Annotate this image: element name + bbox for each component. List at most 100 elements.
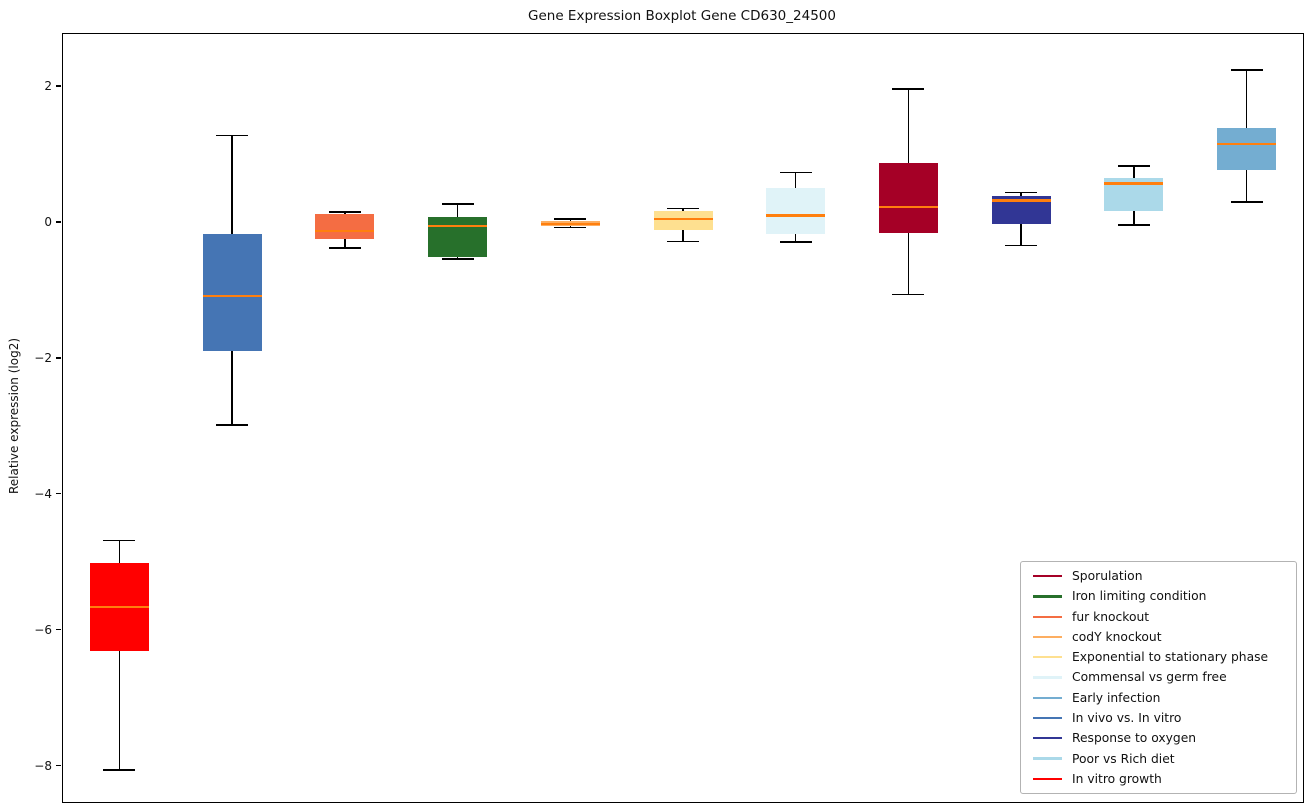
box bbox=[315, 214, 375, 239]
legend-item: Poor vs Rich diet bbox=[1029, 748, 1288, 768]
whisker-upper bbox=[569, 218, 572, 221]
y-tick-label: −8 bbox=[34, 758, 52, 773]
whisker-cap-bottom bbox=[667, 240, 699, 243]
whisker-lower bbox=[907, 233, 910, 295]
y-tick-mark bbox=[56, 765, 61, 767]
whisker-lower bbox=[231, 350, 233, 425]
legend-label: Response to oxygen bbox=[1072, 731, 1197, 746]
legend-swatch bbox=[1033, 716, 1062, 720]
whisker-upper bbox=[682, 208, 684, 212]
median-line bbox=[878, 205, 938, 208]
legend-item: Response to oxygen bbox=[1029, 728, 1288, 748]
whisker-cap-bottom bbox=[1005, 244, 1038, 247]
whisker-cap-top bbox=[892, 88, 925, 90]
whisker-cap-top bbox=[328, 211, 361, 213]
chart-title: Gene Expression Boxplot Gene CD630_24500 bbox=[528, 8, 836, 24]
whisker-cap-bottom bbox=[554, 226, 587, 229]
box bbox=[653, 211, 713, 231]
y-tick-mark bbox=[56, 629, 61, 631]
whisker-upper bbox=[344, 212, 346, 215]
whisker-upper bbox=[231, 135, 233, 235]
whisker-lower bbox=[794, 233, 797, 242]
median-line bbox=[991, 199, 1051, 202]
median-line bbox=[1104, 182, 1164, 185]
box bbox=[878, 163, 938, 234]
y-tick-mark bbox=[56, 493, 61, 495]
legend-swatch bbox=[1033, 757, 1062, 760]
y-tick-label: −6 bbox=[34, 622, 52, 637]
whisker-upper bbox=[907, 89, 910, 164]
whisker-cap-top bbox=[1230, 69, 1263, 71]
box bbox=[202, 234, 262, 351]
median-line bbox=[766, 214, 826, 217]
y-tick-label: −4 bbox=[34, 486, 52, 501]
median-line bbox=[89, 605, 149, 609]
y-tick-label: 2 bbox=[44, 79, 52, 93]
whisker-cap-top bbox=[779, 171, 812, 174]
median-line bbox=[540, 222, 600, 225]
whisker-cap-top bbox=[216, 134, 249, 137]
whisker-cap-bottom bbox=[1230, 201, 1263, 203]
whisker-cap-top bbox=[554, 218, 587, 220]
legend-label: In vivo vs. In vitro bbox=[1072, 711, 1182, 726]
whisker-upper bbox=[456, 203, 459, 217]
whisker-cap-top bbox=[103, 539, 136, 542]
median-line bbox=[653, 217, 713, 220]
legend-item: In vivo vs. In vitro bbox=[1029, 708, 1288, 728]
median-line bbox=[428, 224, 488, 227]
median-line bbox=[1217, 143, 1277, 146]
whisker-upper bbox=[1020, 192, 1022, 196]
legend-swatch bbox=[1033, 737, 1062, 740]
box bbox=[1217, 127, 1277, 170]
whisker-lower bbox=[1020, 223, 1022, 246]
legend-item: Early infection bbox=[1029, 688, 1288, 708]
whisker-lower bbox=[1245, 169, 1248, 202]
whisker-cap-top bbox=[441, 203, 474, 205]
whisker-cap-top bbox=[1005, 191, 1038, 194]
whisker-cap-top bbox=[1117, 165, 1150, 167]
legend-item: codY knockout bbox=[1029, 627, 1288, 647]
whisker-cap-bottom bbox=[779, 241, 812, 243]
whisker-upper bbox=[118, 540, 121, 563]
legend-item: Sporulation bbox=[1029, 566, 1288, 586]
box bbox=[428, 216, 488, 257]
y-tick-label: −2 bbox=[34, 350, 52, 365]
whisker-cap-bottom bbox=[216, 424, 249, 426]
y-tick-mark bbox=[56, 221, 61, 223]
whisker-cap-bottom bbox=[441, 258, 474, 260]
legend-item: In vitro growth bbox=[1029, 769, 1288, 789]
whisker-upper bbox=[1245, 70, 1248, 128]
box bbox=[766, 187, 826, 234]
whisker-upper bbox=[1133, 165, 1135, 179]
y-tick-label: 0 bbox=[44, 214, 52, 229]
whisker-cap-top bbox=[667, 207, 699, 210]
whisker-cap-bottom bbox=[103, 769, 136, 771]
legend-item: Iron limiting condition bbox=[1029, 586, 1288, 606]
whisker-cap-bottom bbox=[892, 293, 925, 296]
legend-label: fur knockout bbox=[1072, 609, 1150, 624]
legend-swatch bbox=[1033, 777, 1062, 781]
legend-label: Poor vs Rich diet bbox=[1072, 751, 1175, 766]
legend-item: Exponential to stationary phase bbox=[1029, 647, 1288, 667]
whisker-lower bbox=[344, 238, 346, 249]
median-line bbox=[202, 295, 262, 298]
legend-swatch bbox=[1033, 595, 1062, 598]
legend-label: Sporulation bbox=[1072, 569, 1143, 584]
legend-label: Commensal vs germ free bbox=[1072, 670, 1227, 685]
whisker-upper bbox=[794, 172, 797, 188]
whisker-cap-bottom bbox=[1117, 224, 1150, 226]
legend-swatch bbox=[1033, 676, 1062, 679]
legend-label: Exponential to stationary phase bbox=[1072, 650, 1269, 665]
whisker-lower bbox=[456, 256, 459, 259]
whisker-lower bbox=[569, 225, 572, 228]
whisker-cap-bottom bbox=[328, 247, 361, 249]
y-tick-mark bbox=[56, 85, 61, 87]
legend-swatch bbox=[1033, 635, 1062, 639]
legend: Sporulation Iron limiting condition fur kn… bbox=[1020, 561, 1297, 794]
whisker-lower bbox=[1133, 211, 1135, 225]
legend-item: Commensal vs germ free bbox=[1029, 667, 1288, 687]
legend-swatch bbox=[1033, 574, 1062, 578]
whisker-lower bbox=[118, 651, 121, 771]
median-line bbox=[315, 229, 375, 233]
